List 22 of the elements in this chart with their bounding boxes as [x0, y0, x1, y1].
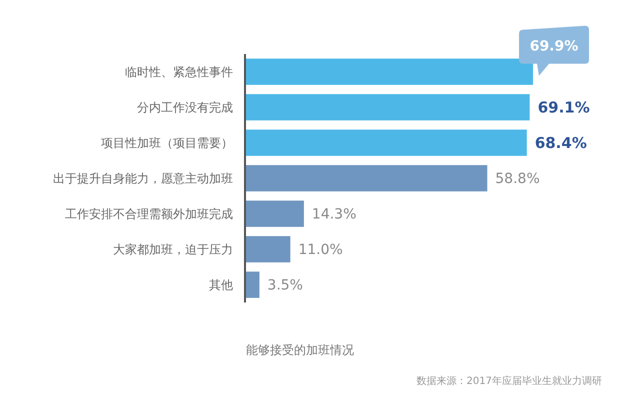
data-label: 69.9%	[530, 38, 578, 55]
bar	[245, 130, 527, 156]
data-label: 68.4%	[534, 134, 587, 152]
bar	[245, 165, 488, 192]
y-tick-label: 工作安排不合理需额外加班完成	[65, 206, 233, 221]
data-label: 69.1%	[538, 98, 590, 116]
y-tick-label: 临时性、紧急性事件	[125, 64, 233, 79]
y-tick-label: 大家都加班，迫于压力	[113, 242, 233, 256]
bar	[245, 236, 290, 262]
data-label: 14.3%	[312, 206, 356, 223]
data-label: 58.8%	[495, 171, 540, 188]
y-tick-label: 项目性加班（项目需要）	[101, 136, 233, 150]
y-tick-label: 出于提升自身能力，愿意主动加班	[53, 171, 233, 186]
data-label: 3.5%	[267, 278, 303, 294]
data-label: 11.0%	[298, 242, 343, 258]
bar	[245, 200, 304, 227]
y-tick-label: 分内工作没有完成	[137, 100, 233, 114]
y-tick-label: 其他	[209, 278, 233, 292]
text: 能够接受的加班情况	[246, 343, 354, 357]
bar	[245, 94, 530, 120]
source-note: 数据来源：2017年应届毕业生就业力调研	[416, 375, 602, 387]
bar	[245, 272, 260, 298]
